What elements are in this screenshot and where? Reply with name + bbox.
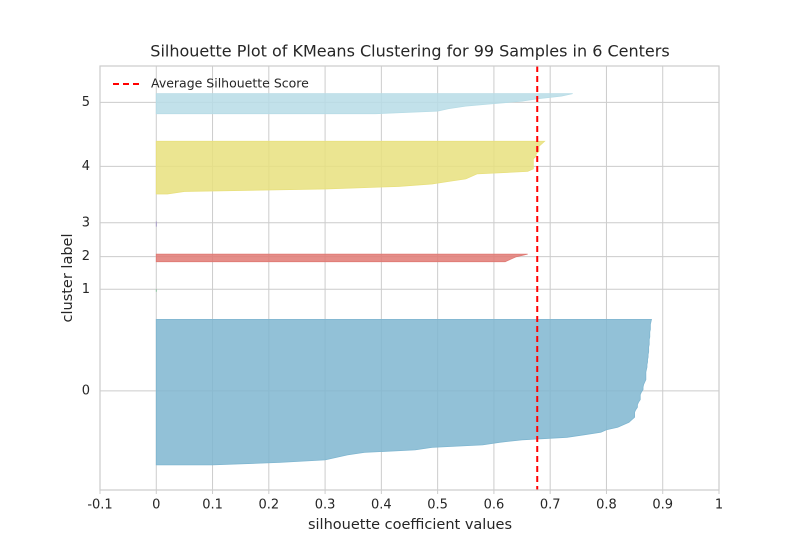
y-tick-label: 1: [82, 282, 90, 297]
y-tick-label: 4: [82, 159, 90, 174]
x-tick-label: 0.1: [202, 498, 223, 513]
silhouette-area: [155, 93, 573, 115]
x-tick-label: 0.5: [427, 498, 448, 513]
y-tick-label: 2: [82, 249, 90, 264]
x-tick-label: 0.2: [258, 498, 279, 513]
legend-label: Average Silhouette Score: [151, 76, 309, 91]
silhouette-area: [155, 140, 546, 195]
x-tick-label: 0: [152, 498, 160, 513]
plot-frame: [99, 65, 720, 491]
y-axis-label: cluster label: [60, 234, 76, 323]
x-tick-label: 0.8: [596, 498, 617, 513]
y-tick-label: 0: [82, 383, 90, 398]
x-tick-label: 1: [715, 498, 723, 513]
y-tick-label: 3: [82, 215, 90, 230]
x-tick-label: 0.9: [652, 498, 673, 513]
x-tick-label: 0.6: [484, 498, 505, 513]
x-tick-label: 0.4: [371, 498, 392, 513]
x-tick-label: 0.3: [315, 498, 336, 513]
silhouette-area: [155, 318, 652, 466]
x-tick-label: 0.7: [540, 498, 561, 513]
x-tick-label: -0.1: [87, 498, 112, 513]
silhouette-area: [155, 253, 528, 263]
y-tick-label: 5: [82, 95, 90, 110]
x-axis-label: silhouette coefficient values: [308, 517, 512, 533]
chart-title: Silhouette Plot of KMeans Clustering for…: [150, 42, 669, 61]
